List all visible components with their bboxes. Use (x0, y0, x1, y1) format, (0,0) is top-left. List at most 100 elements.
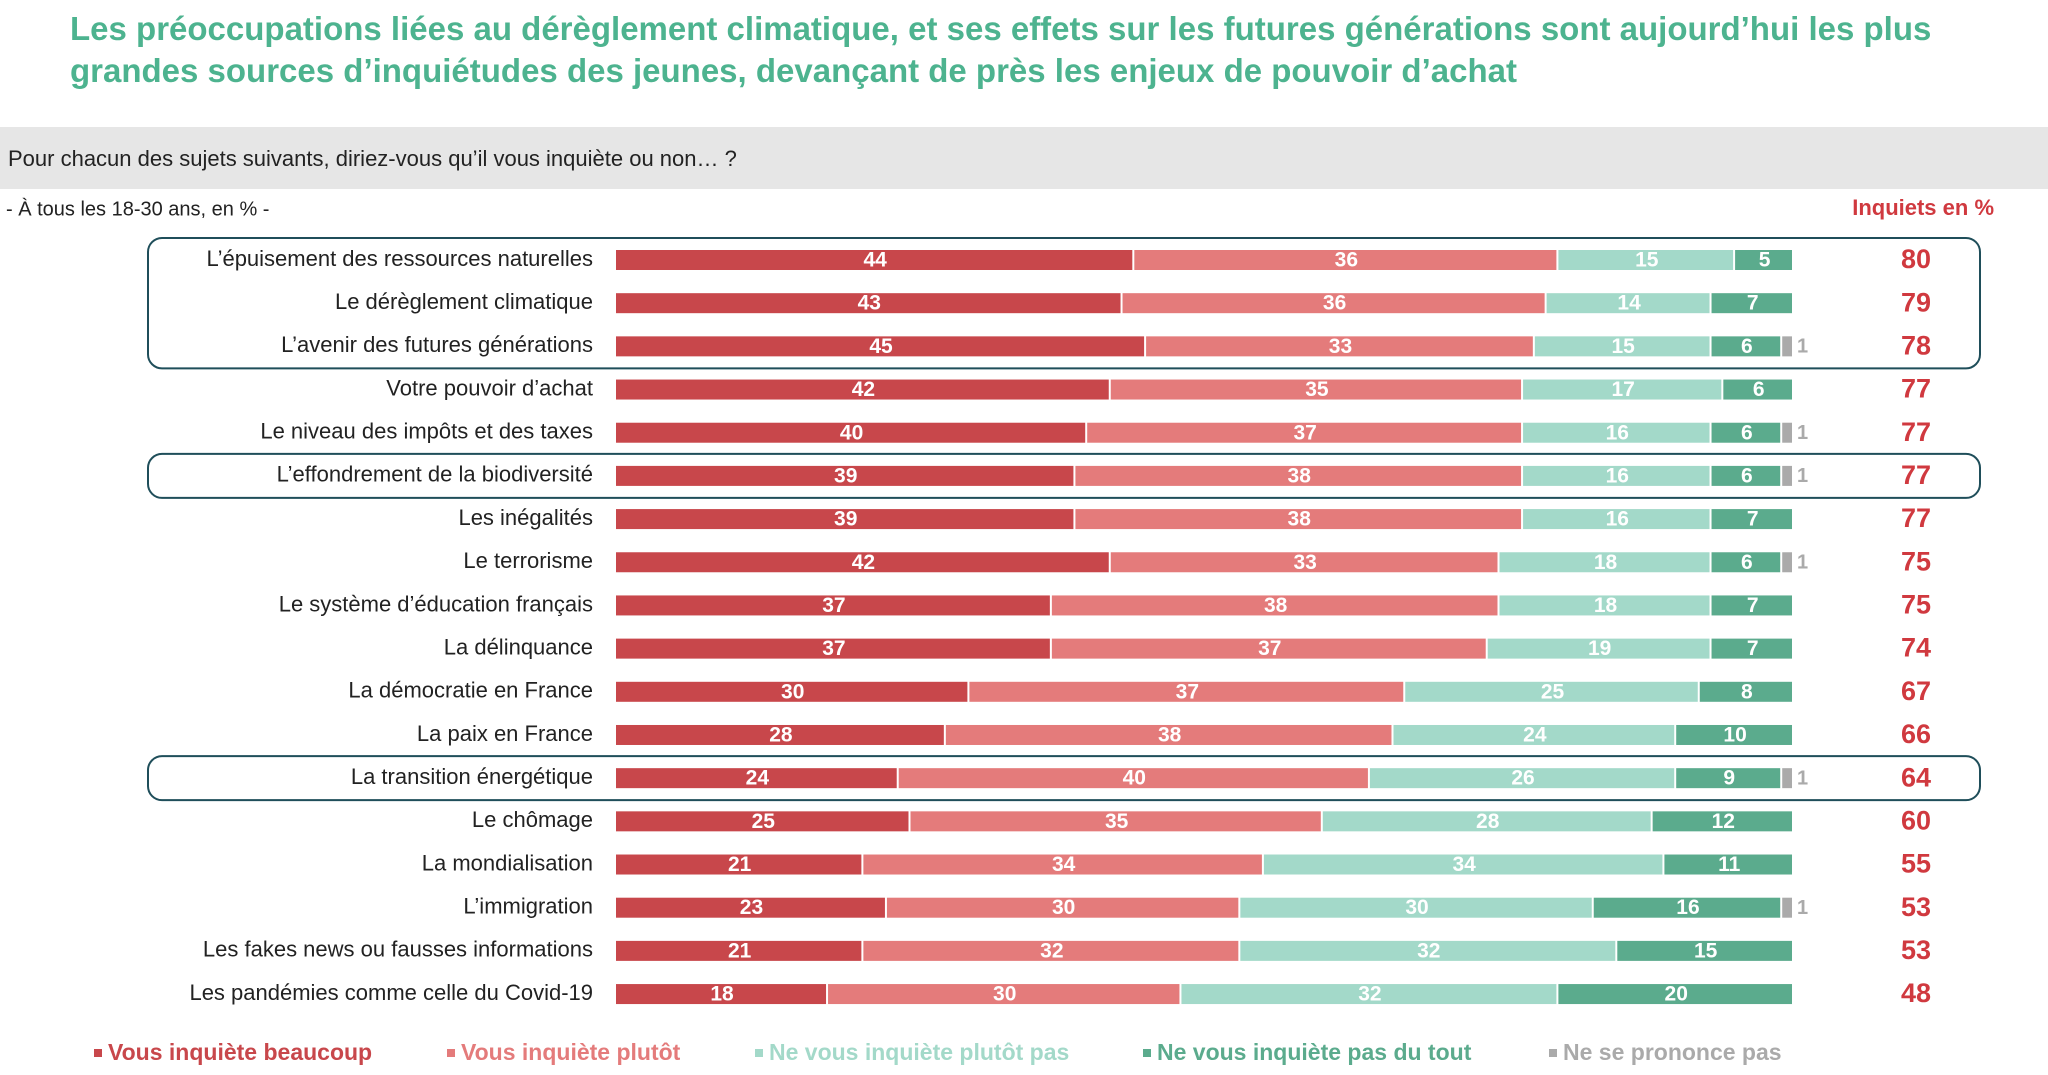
bar-segment (1593, 897, 1781, 918)
value-label: 25 (1541, 680, 1565, 703)
bar-segment (1322, 811, 1651, 832)
legend-label: Vous inquiète plutôt (461, 1039, 681, 1065)
value-label: 33 (1329, 335, 1352, 358)
bar-segment (1263, 854, 1663, 875)
category-label: Le dérèglement climatique (335, 289, 593, 314)
category-label: La délinquance (444, 634, 593, 659)
value-label: 18 (1594, 551, 1618, 574)
bar-segment (1523, 509, 1710, 530)
value-label: 36 (1323, 292, 1346, 315)
value-label: 17 (1612, 378, 1635, 401)
value-label: 1 (1797, 552, 1808, 574)
bar-segment (1558, 984, 1792, 1005)
value-label: 45 (869, 335, 893, 358)
category-label: Les pandémies comme celle du Covid-19 (189, 980, 593, 1005)
question-band (0, 127, 2048, 189)
value-label: 7 (1747, 637, 1759, 660)
legend-label: Ne se prononce pas (1563, 1039, 1782, 1065)
value-label: 38 (1264, 594, 1288, 617)
bar-segment (1782, 465, 1792, 486)
bar-segment (1617, 940, 1792, 961)
bar-segment (1558, 250, 1734, 270)
value-label: 7 (1747, 594, 1759, 617)
bar-segment (1652, 811, 1792, 832)
legend-label: Ne vous inquiète plutôt pas (769, 1039, 1069, 1065)
value-label: 32 (1417, 939, 1440, 962)
bar-segment (1487, 638, 1710, 659)
bar-segment (616, 465, 1074, 486)
bar-segment (1523, 379, 1722, 400)
value-label: 44 (863, 249, 887, 272)
value-label: 8 (1741, 680, 1753, 703)
value-label: 28 (1476, 810, 1500, 833)
value-label: 39 (834, 508, 857, 531)
total-label: 55 (1901, 849, 1931, 879)
value-label: 30 (781, 680, 804, 703)
bar-segment (1711, 422, 1781, 443)
total-label: 77 (1901, 374, 1931, 404)
bar-segment (616, 293, 1121, 314)
bar-segment (1534, 336, 1710, 357)
highlight-frame (147, 755, 1981, 802)
bar-segment (1782, 552, 1792, 573)
bar-segment (863, 854, 1262, 875)
value-label: 26 (1511, 767, 1534, 790)
bar-segment (1711, 293, 1792, 314)
value-label: 7 (1747, 292, 1759, 315)
value-label: 6 (1741, 551, 1753, 574)
bar-segment (616, 336, 1145, 357)
value-label: 42 (852, 551, 875, 574)
total-label: 77 (1901, 460, 1931, 490)
category-label: La paix en France (417, 721, 593, 746)
value-label: 30 (1052, 896, 1075, 919)
legend-label: Vous inquiète beaucoup (108, 1039, 372, 1065)
bar-segment (828, 984, 1180, 1005)
bar-segment (1075, 509, 1522, 530)
bar-segment (616, 811, 909, 832)
category-label: L’avenir des futures générations (281, 332, 593, 357)
value-label: 30 (1405, 896, 1428, 919)
bar-segment (1240, 940, 1616, 961)
bar-segment (1711, 552, 1781, 573)
value-label: 34 (1452, 853, 1476, 876)
value-label: 32 (1358, 983, 1381, 1006)
bar-segment (969, 681, 1404, 702)
bar-segment (1711, 509, 1792, 530)
total-label: 75 (1901, 546, 1931, 576)
value-label: 10 (1723, 724, 1746, 747)
bar-segment (1110, 379, 1522, 400)
total-label: 60 (1901, 805, 1931, 835)
bar-segment (1711, 595, 1792, 616)
bar-segment (1110, 552, 1498, 573)
value-label: 40 (1123, 767, 1146, 790)
bar-segment (616, 595, 1050, 616)
bar-segment (1711, 465, 1781, 486)
total-label: 53 (1901, 935, 1931, 965)
value-label: 1 (1797, 422, 1808, 444)
legend-swatch (447, 1049, 455, 1057)
bar-segment (616, 681, 968, 702)
bar-segment (1735, 250, 1792, 270)
value-label: 38 (1158, 724, 1182, 747)
bar-segment (1051, 638, 1486, 659)
value-label: 16 (1606, 508, 1629, 531)
total-label: 80 (1901, 244, 1931, 274)
value-label: 38 (1288, 464, 1312, 487)
bar-segment (886, 897, 1239, 918)
value-label: 11 (1718, 853, 1741, 876)
category-label: La transition énergétique (351, 764, 593, 789)
value-label: 37 (822, 594, 845, 617)
value-label: 43 (858, 292, 881, 315)
bar-segment (1405, 681, 1698, 702)
value-label: 20 (1665, 983, 1688, 1006)
category-label: Les inégalités (458, 505, 593, 530)
bar-segment (1134, 250, 1557, 270)
bar-segment (1546, 293, 1710, 314)
subtitle: - À tous les 18-30 ans, en % - (6, 197, 269, 220)
bar-segment (1122, 293, 1545, 314)
value-label: 19 (1588, 637, 1611, 660)
value-label: 1 (1797, 897, 1808, 919)
highlight-frame (147, 237, 1981, 370)
category-label: Votre pouvoir d’achat (386, 375, 593, 400)
